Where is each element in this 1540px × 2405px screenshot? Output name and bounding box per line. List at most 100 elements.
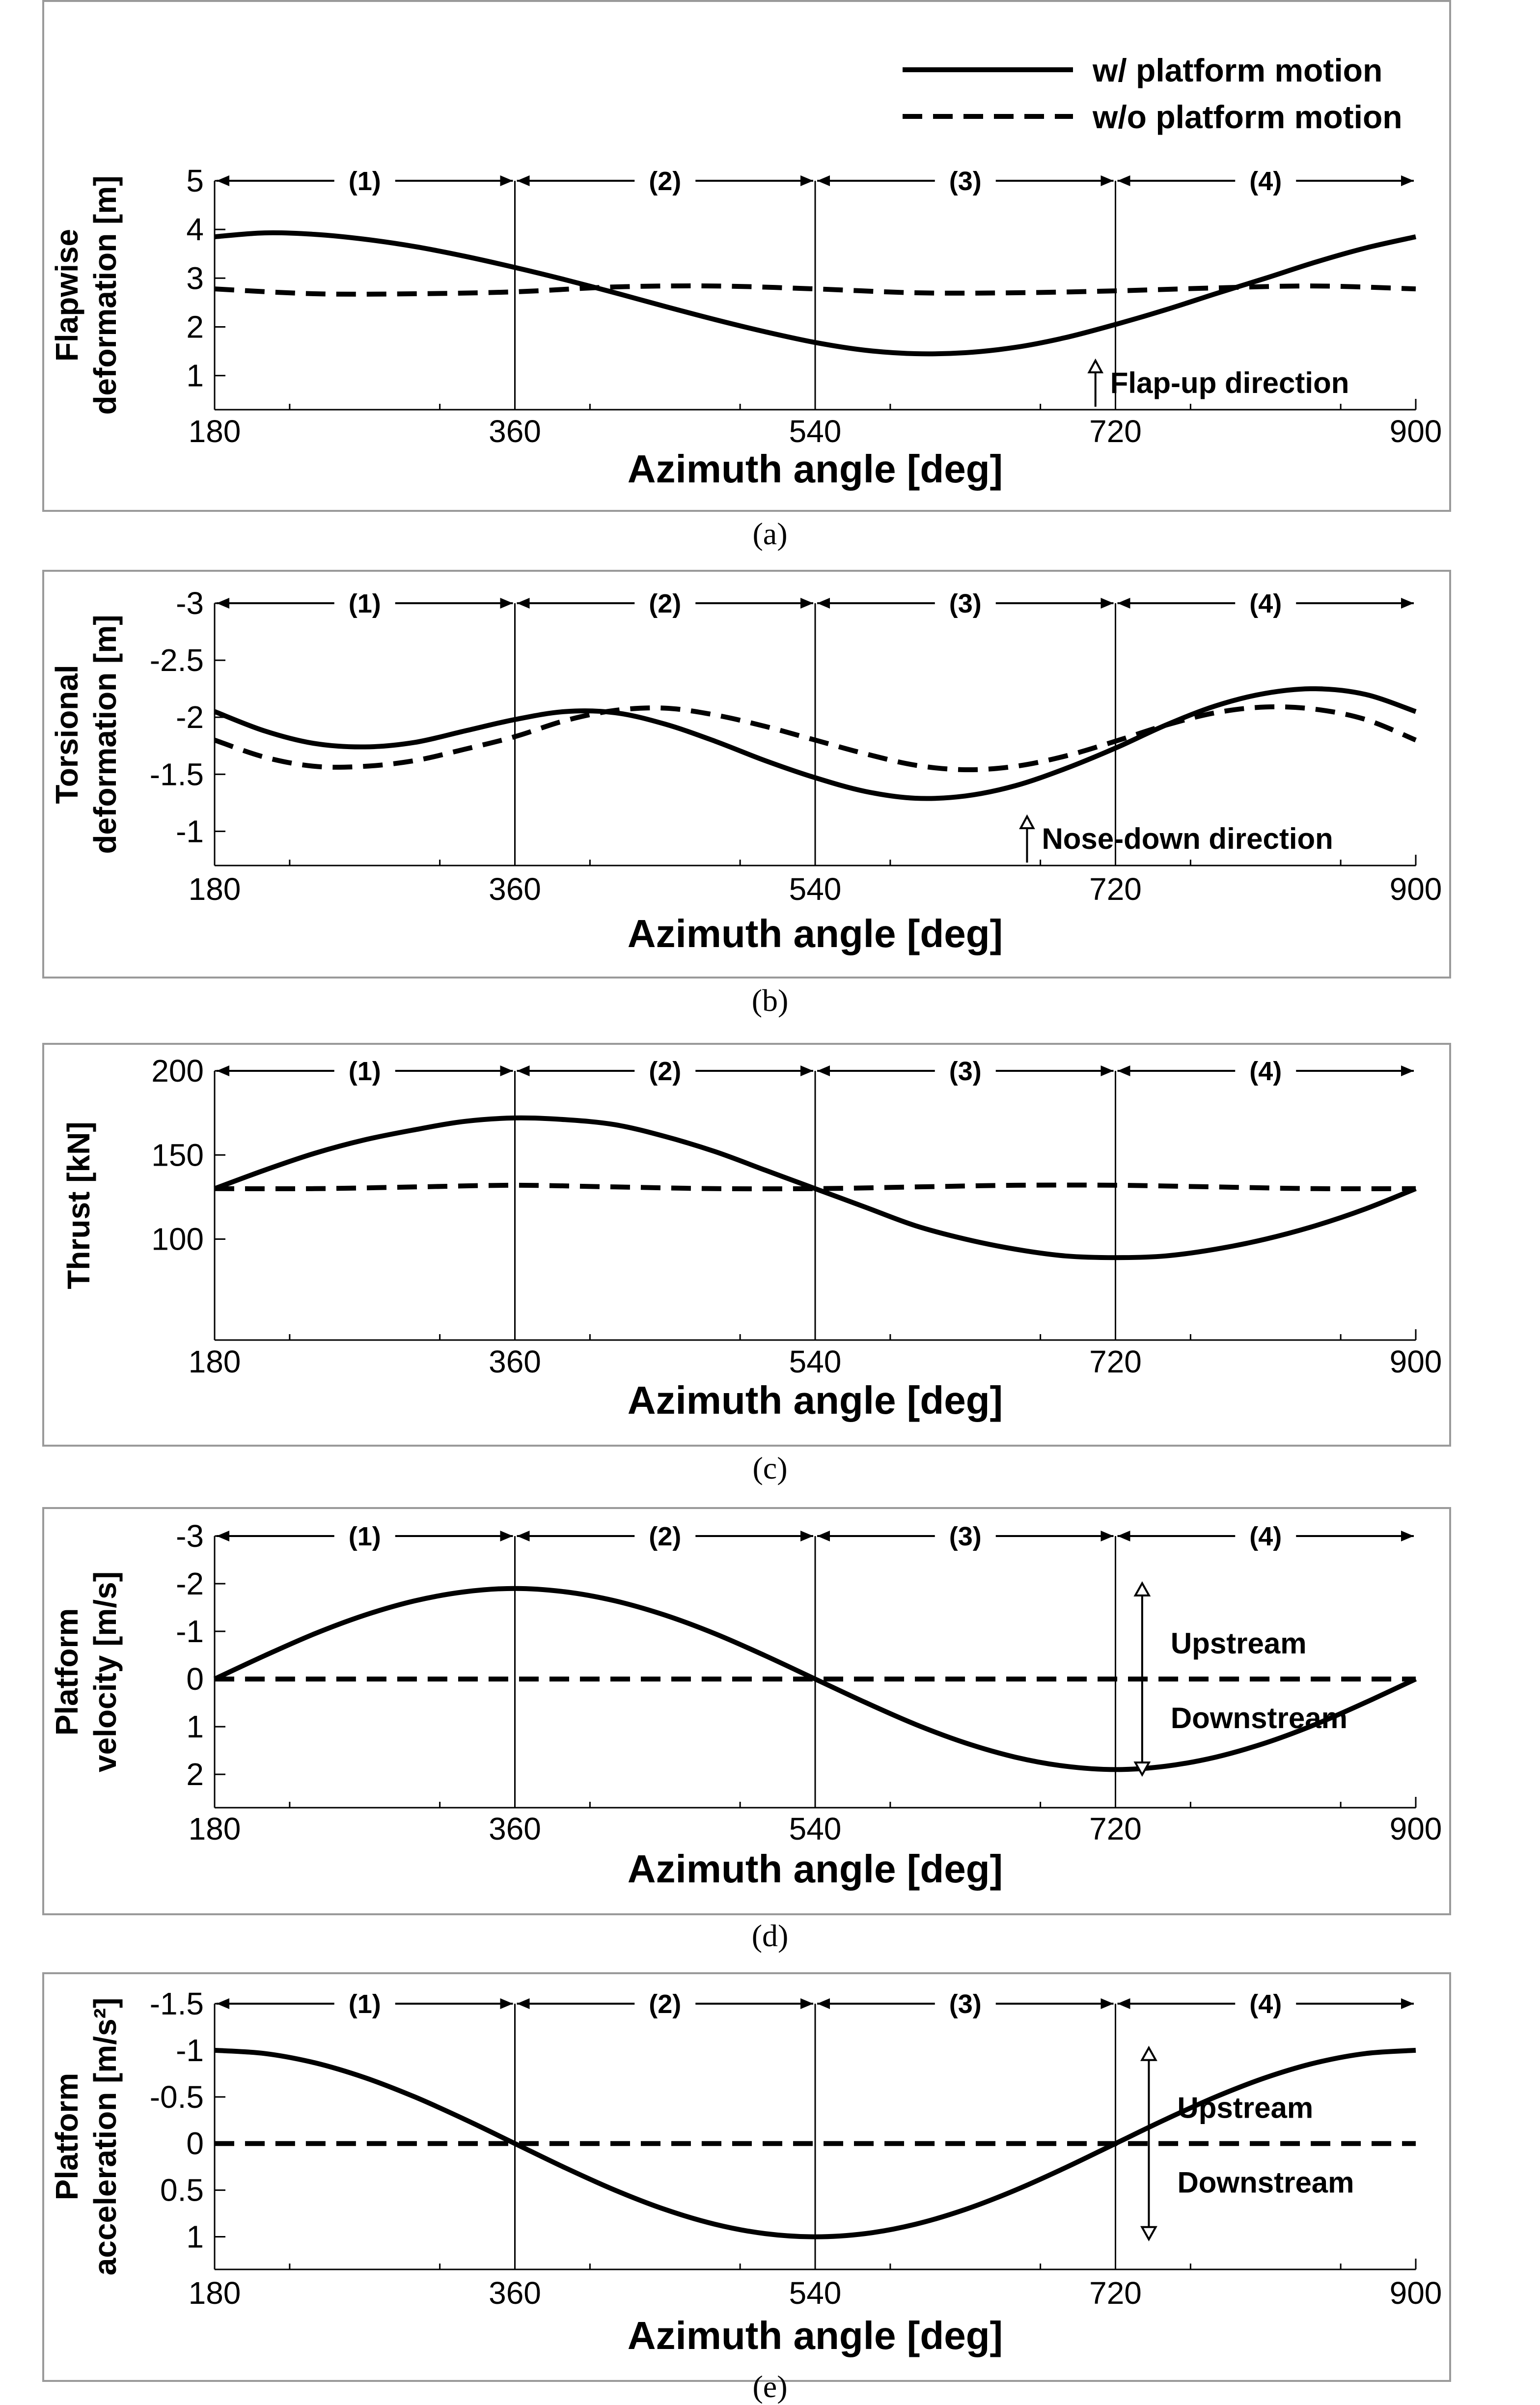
x-tick-label: 720 xyxy=(1089,414,1142,449)
downstream-label: Downstream xyxy=(1171,1702,1348,1734)
x-tick-label: 540 xyxy=(789,2275,842,2311)
upstream-label: Upstream xyxy=(1177,2092,1313,2125)
x-tick-label: 720 xyxy=(1089,871,1142,907)
y-tick-label: 150 xyxy=(151,1137,204,1173)
y-axis-label: Platform xyxy=(49,1608,84,1736)
region-label: (1) xyxy=(349,1989,381,2019)
x-tick-label: 540 xyxy=(789,871,842,907)
up-arrow-icon xyxy=(1087,358,1104,373)
arrowhead xyxy=(1100,1531,1114,1541)
y-axis-label: deformation [m] xyxy=(87,175,123,415)
series-line-with-platform-motion xyxy=(214,230,1417,357)
y-tick-label: 1 xyxy=(186,358,204,393)
region-label: (3) xyxy=(949,1522,982,1551)
y-tick-label: 5 xyxy=(186,163,204,198)
region-label: (2) xyxy=(649,1057,681,1086)
series-line-with-platform-motion xyxy=(214,1115,1417,1260)
panel-caption: (a) xyxy=(752,516,787,551)
region-label: (1) xyxy=(349,167,381,196)
arrowhead xyxy=(517,1531,530,1541)
x-tick-label: 360 xyxy=(489,871,541,907)
region-label: (2) xyxy=(649,167,681,196)
arrowhead xyxy=(800,598,813,609)
arrowhead xyxy=(500,1531,513,1541)
series-line-without-platform-motion xyxy=(214,704,1417,773)
y-tick-label: -2.5 xyxy=(150,643,204,678)
x-tick-label: 720 xyxy=(1089,2275,1142,2311)
x-tick-label: 720 xyxy=(1089,1811,1142,1846)
x-tick-label: 180 xyxy=(189,2275,241,2311)
arrowhead xyxy=(217,1531,229,1541)
arrowhead xyxy=(1100,598,1114,609)
region-label: (4) xyxy=(1249,167,1282,196)
y-tick-label: 4 xyxy=(186,212,204,247)
y-axis-label: Torsional xyxy=(49,665,84,804)
region-label: (4) xyxy=(1249,589,1282,618)
x-tick-label: 540 xyxy=(789,414,842,449)
x-tick-label: 900 xyxy=(1390,414,1442,449)
panel-caption: (c) xyxy=(752,1451,787,1485)
legend-solid-label: w/ platform motion xyxy=(1092,52,1382,88)
region-label: (4) xyxy=(1249,1522,1282,1551)
panel-caption: (b) xyxy=(752,983,789,1018)
y-tick-label: 2 xyxy=(186,1757,204,1792)
arrowhead xyxy=(1117,175,1130,186)
y-tick-label: 3 xyxy=(186,260,204,296)
y-tick-label: 100 xyxy=(151,1222,204,1257)
y-tick-label: -1 xyxy=(176,2033,204,2068)
y-tick-label: -1.5 xyxy=(150,756,204,792)
arrowhead xyxy=(217,1065,229,1076)
x-tick-label: 720 xyxy=(1089,1344,1142,1379)
x-tick-label: 540 xyxy=(789,1344,842,1379)
region-label: (4) xyxy=(1249,1989,1282,2019)
panel-c: 100 150 200 180 360 540 720 900 (1) (2) (3) (4) Azim… xyxy=(42,1043,1451,1485)
arrowhead xyxy=(500,598,513,609)
arrowhead xyxy=(517,175,530,186)
y-axis-label: velocity [m/s] xyxy=(87,1571,123,1772)
y-tick-label: 0.5 xyxy=(160,2173,204,2208)
arrowhead xyxy=(800,1998,813,2009)
y-tick-label: -3 xyxy=(176,586,204,621)
arrowhead xyxy=(500,1065,513,1076)
region-label: (2) xyxy=(649,589,681,618)
x-tick-label: 900 xyxy=(1390,1344,1442,1379)
x-axis-label: Azimuth angle [deg] xyxy=(628,1378,1003,1422)
x-tick-label: 360 xyxy=(489,1344,541,1379)
series-line-with-platform-motion xyxy=(214,686,1417,801)
y-tick-label: 1 xyxy=(186,2219,204,2255)
arrowhead xyxy=(800,1531,813,1541)
y-tick-label: -3 xyxy=(176,1518,204,1554)
arrowhead xyxy=(1100,1065,1114,1076)
y-axis-label: Flapwise xyxy=(49,229,84,362)
y-tick-label: -1 xyxy=(176,813,204,849)
panel-b: -3 -2.5 -2 -1.5 -1 180 360 540 720 900 (1) (2) (3) (4… xyxy=(42,570,1451,1018)
arrowhead xyxy=(817,175,830,186)
region-label: (3) xyxy=(949,1057,982,1086)
y-tick-label: 0 xyxy=(186,1661,204,1697)
arrowhead xyxy=(517,598,530,609)
y-axis-label: Platform xyxy=(49,2073,84,2201)
x-tick-label: 540 xyxy=(789,1811,842,1846)
series-line-without-platform-motion xyxy=(214,1182,1416,1192)
series-line-with-platform-motion xyxy=(214,2047,1416,2239)
up-arrow-icon xyxy=(1019,814,1035,829)
arrowhead xyxy=(817,598,830,609)
panel-e: -1.5 -1 -0.5 0 0.5 1 180 360 540 720 900 (1) (2) (3) (… xyxy=(42,1972,1451,2404)
arrowhead xyxy=(517,1065,530,1076)
arrowhead xyxy=(500,175,513,186)
arrowhead xyxy=(217,1998,229,2009)
panel-d: -3 -2 -1 0 1 2 180 360 540 720 900 (1) (2) (3) (4) Azim… xyxy=(42,1507,1451,1953)
up-arrow-icon xyxy=(1140,2045,1157,2061)
x-tick-label: 180 xyxy=(189,414,241,449)
x-tick-label: 360 xyxy=(489,1811,541,1846)
panel-frame xyxy=(42,570,1451,979)
down-arrow-icon xyxy=(1133,1762,1151,1777)
x-axis-label: Azimuth angle [deg] xyxy=(628,1847,1003,1891)
arrowhead xyxy=(217,175,229,186)
x-tick-label: 360 xyxy=(489,2275,541,2311)
y-tick-label: -0.5 xyxy=(150,2079,204,2115)
x-tick-label: 180 xyxy=(189,1344,241,1379)
x-axis-label: Azimuth angle [deg] xyxy=(628,912,1003,955)
x-tick-label: 900 xyxy=(1390,2275,1442,2311)
y-tick-label: 1 xyxy=(186,1709,204,1744)
